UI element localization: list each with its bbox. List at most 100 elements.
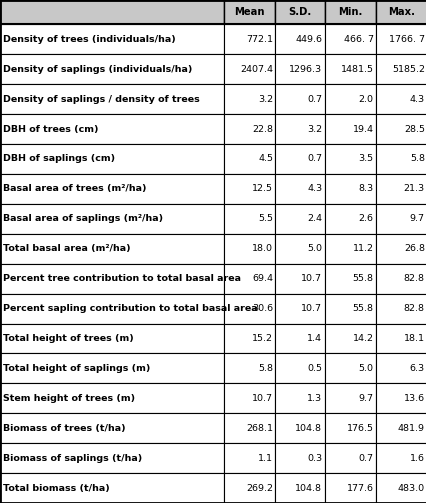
Text: 5.8: 5.8: [258, 364, 273, 373]
Bar: [324, 204, 375, 234]
Bar: [224, 24, 275, 54]
Bar: [324, 24, 375, 54]
Text: 1296.3: 1296.3: [288, 65, 322, 74]
Text: 1766. 7: 1766. 7: [388, 35, 424, 44]
Bar: [224, 114, 275, 144]
Bar: [224, 0, 275, 24]
Text: Max.: Max.: [387, 7, 414, 17]
Text: Total height of saplings (m): Total height of saplings (m): [3, 364, 150, 373]
Text: DBH of saplings (cm): DBH of saplings (cm): [3, 154, 115, 163]
Bar: [375, 144, 426, 174]
Text: 9.7: 9.7: [358, 394, 373, 403]
Bar: [275, 54, 324, 84]
Text: 18.1: 18.1: [403, 334, 424, 343]
Text: 269.2: 269.2: [246, 483, 273, 492]
Bar: [275, 264, 324, 294]
Text: 0.7: 0.7: [307, 154, 322, 163]
Text: Density of saplings (individuals/ha): Density of saplings (individuals/ha): [3, 65, 193, 74]
Bar: [275, 114, 324, 144]
Text: Basal area of saplings (m²/ha): Basal area of saplings (m²/ha): [3, 214, 163, 223]
Text: Biomass of saplings (t/ha): Biomass of saplings (t/ha): [3, 454, 142, 463]
Text: 14.2: 14.2: [352, 334, 373, 343]
Text: 481.9: 481.9: [397, 424, 424, 433]
Bar: [275, 413, 324, 443]
Bar: [324, 443, 375, 473]
Bar: [224, 54, 275, 84]
Bar: [275, 144, 324, 174]
Bar: [324, 354, 375, 383]
Text: 21.3: 21.3: [403, 185, 424, 193]
Text: 5.8: 5.8: [409, 154, 424, 163]
Text: 268.1: 268.1: [246, 424, 273, 433]
Bar: [0, 443, 224, 473]
Bar: [275, 174, 324, 204]
Bar: [324, 174, 375, 204]
Bar: [224, 174, 275, 204]
Text: 11.2: 11.2: [352, 244, 373, 253]
Bar: [224, 234, 275, 264]
Bar: [375, 114, 426, 144]
Bar: [275, 473, 324, 503]
Bar: [275, 323, 324, 354]
Bar: [224, 294, 275, 323]
Text: Min.: Min.: [337, 7, 362, 17]
Text: 10.7: 10.7: [301, 304, 322, 313]
Text: 449.6: 449.6: [295, 35, 322, 44]
Text: 1481.5: 1481.5: [340, 65, 373, 74]
Bar: [375, 323, 426, 354]
Bar: [224, 144, 275, 174]
Text: 5185.2: 5185.2: [391, 65, 424, 74]
Bar: [324, 114, 375, 144]
Text: Mean: Mean: [234, 7, 265, 17]
Text: 772.1: 772.1: [246, 35, 273, 44]
Text: 82.8: 82.8: [403, 304, 424, 313]
Text: Percent tree contribution to total basal area: Percent tree contribution to total basal…: [3, 274, 241, 283]
Text: 69.4: 69.4: [252, 274, 273, 283]
Text: Percent sapling contribution to total basal area: Percent sapling contribution to total ba…: [3, 304, 257, 313]
Bar: [224, 383, 275, 413]
Bar: [324, 234, 375, 264]
Bar: [0, 354, 224, 383]
Text: 1.6: 1.6: [409, 454, 424, 463]
Bar: [375, 54, 426, 84]
Text: 15.2: 15.2: [252, 334, 273, 343]
Text: Density of saplings / density of trees: Density of saplings / density of trees: [3, 95, 200, 104]
Bar: [0, 264, 224, 294]
Text: 5.0: 5.0: [358, 364, 373, 373]
Bar: [324, 473, 375, 503]
Text: 0.3: 0.3: [307, 454, 322, 463]
Text: Biomass of trees (t/ha): Biomass of trees (t/ha): [3, 424, 126, 433]
Bar: [224, 323, 275, 354]
Bar: [275, 443, 324, 473]
Text: 22.8: 22.8: [252, 125, 273, 134]
Text: 55.8: 55.8: [352, 274, 373, 283]
Text: 177.6: 177.6: [346, 483, 373, 492]
Bar: [224, 413, 275, 443]
Text: 104.8: 104.8: [295, 424, 322, 433]
Bar: [0, 204, 224, 234]
Bar: [324, 294, 375, 323]
Bar: [0, 144, 224, 174]
Bar: [224, 354, 275, 383]
Bar: [324, 383, 375, 413]
Bar: [375, 294, 426, 323]
Text: S.D.: S.D.: [288, 7, 311, 17]
Bar: [375, 383, 426, 413]
Bar: [275, 204, 324, 234]
Text: 2.4: 2.4: [307, 214, 322, 223]
Bar: [0, 323, 224, 354]
Bar: [0, 473, 224, 503]
Text: 19.4: 19.4: [352, 125, 373, 134]
Text: Total height of trees (m): Total height of trees (m): [3, 334, 134, 343]
Text: Total basal area (m²/ha): Total basal area (m²/ha): [3, 244, 131, 253]
Text: 26.8: 26.8: [403, 244, 424, 253]
Text: 5.5: 5.5: [258, 214, 273, 223]
Bar: [375, 84, 426, 114]
Bar: [275, 383, 324, 413]
Text: 18.0: 18.0: [252, 244, 273, 253]
Bar: [0, 54, 224, 84]
Bar: [0, 0, 224, 24]
Text: Basal area of trees (m²/ha): Basal area of trees (m²/ha): [3, 185, 147, 193]
Text: 6.3: 6.3: [409, 364, 424, 373]
Text: 2.0: 2.0: [358, 95, 373, 104]
